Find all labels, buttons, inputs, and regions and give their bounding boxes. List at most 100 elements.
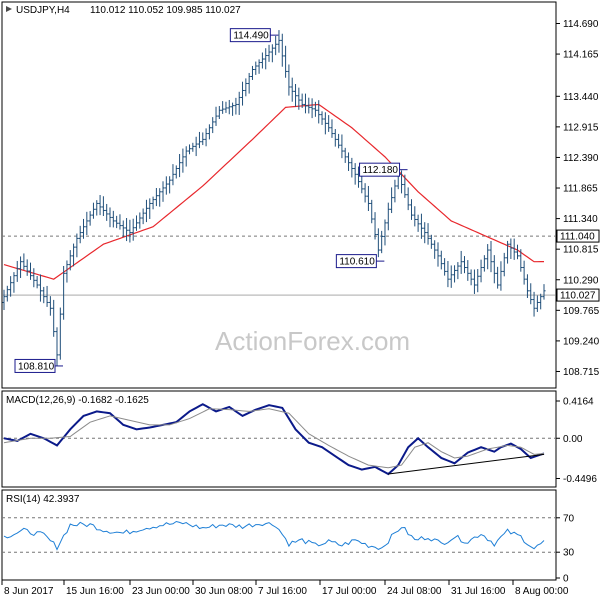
candle (419, 213, 424, 239)
price-callout-label: 108.810 (18, 361, 55, 372)
rsi-tick-label: 0 (563, 574, 569, 585)
candle (280, 33, 284, 67)
candle (542, 284, 546, 300)
candle (124, 218, 129, 242)
candle (509, 238, 513, 259)
candle (204, 128, 208, 147)
collapse-arrow-icon[interactable] (6, 6, 12, 12)
candle (476, 269, 480, 293)
candle (346, 152, 351, 171)
rsi-line (3, 520, 545, 551)
candle (436, 242, 440, 267)
candle (423, 222, 427, 244)
candle (456, 262, 460, 280)
macd-signal-line (3, 408, 545, 469)
price-tick-label: 112.915 (563, 122, 599, 133)
candle (78, 225, 82, 244)
candle (174, 165, 178, 179)
candle (283, 45, 288, 78)
price-callout-label: 114.490 (233, 31, 269, 42)
candle (98, 194, 102, 216)
candle (390, 187, 394, 214)
candle (340, 134, 344, 159)
price-level-box (556, 288, 600, 302)
candle (191, 142, 195, 152)
candle (121, 220, 125, 238)
candle (512, 238, 516, 260)
candle (469, 269, 473, 286)
candle (443, 258, 447, 276)
candle (403, 174, 407, 198)
candle (416, 214, 420, 232)
candle (15, 260, 19, 282)
price-callout: 114.490 (229, 28, 279, 43)
candle (366, 185, 371, 212)
candle (250, 65, 255, 80)
macd-title: MACD(12,26,9) -0.1682 -0.1625 (6, 395, 149, 406)
price-tick-label: 110.815 (563, 245, 599, 256)
candle (482, 255, 486, 272)
candle (141, 208, 145, 225)
x-tick-label: 15 Jun 16:00 (66, 586, 124, 597)
candle (197, 131, 202, 149)
candle (489, 240, 493, 273)
candle (452, 265, 457, 283)
candle (462, 256, 467, 274)
candle (32, 268, 36, 288)
candle (45, 285, 49, 307)
moving-average-line (3, 103, 545, 280)
x-tick-label: 8 Jun 2017 (4, 586, 54, 597)
chart-header: USDJPY,H4 110.012 110.052 109.985 110.02… (6, 5, 241, 16)
candle (81, 218, 86, 239)
candle (499, 261, 503, 291)
candle (55, 327, 59, 366)
candle (257, 59, 261, 74)
candle (337, 133, 341, 149)
x-tick-label: 24 Jul 08:00 (387, 586, 442, 597)
candle (148, 198, 152, 220)
candle (270, 44, 274, 63)
candle (293, 83, 298, 107)
x-tick-label: 31 Jul 16:00 (451, 586, 506, 597)
candle (376, 228, 380, 258)
candle (486, 244, 490, 270)
candle (303, 93, 308, 114)
candle (171, 164, 175, 186)
candle (426, 223, 430, 245)
macd-trendline-line (388, 453, 545, 475)
x-tick-label: 7 Jul 16:00 (258, 586, 307, 597)
candle (492, 255, 496, 284)
candle (310, 98, 314, 119)
candle (330, 119, 334, 138)
candle (234, 97, 238, 115)
candle (446, 260, 450, 288)
candle (134, 215, 139, 231)
candle (118, 214, 122, 230)
candle (380, 230, 384, 254)
price-tick-label: 110.290 (563, 275, 599, 286)
candle (2, 289, 6, 310)
candle (297, 87, 301, 110)
candle (327, 115, 331, 132)
rsi-title: RSI(14) 42.3937 (6, 494, 80, 505)
symbol-label: USDJPY,H4 (16, 5, 70, 16)
candle (214, 106, 218, 126)
candle (115, 215, 119, 229)
candle (161, 181, 165, 202)
macd-tick-label: 0.00 (563, 434, 583, 445)
candle (466, 260, 470, 281)
macd-tick-label: 0.4164 (563, 397, 594, 408)
candle (201, 132, 205, 146)
candle (35, 275, 39, 289)
price-callout: 108.810 (14, 358, 64, 373)
candle (519, 249, 523, 272)
candle (525, 274, 530, 298)
candle (449, 265, 453, 288)
price-tick-label: 108.715 (563, 367, 600, 378)
candle (320, 111, 324, 125)
candle (221, 101, 225, 114)
price-callout-label: 110.610 (339, 257, 375, 268)
candle (247, 72, 251, 94)
candle (300, 93, 304, 108)
candle (277, 30, 281, 53)
